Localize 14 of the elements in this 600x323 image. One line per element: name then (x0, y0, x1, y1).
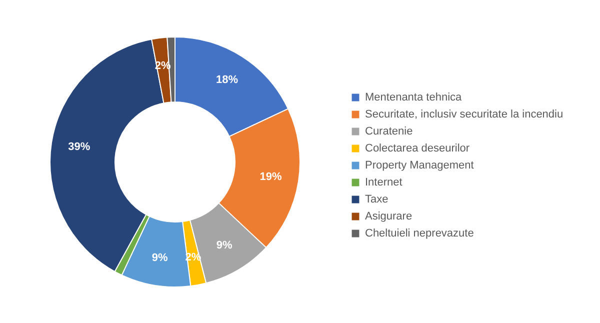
data-label: 18% (216, 74, 238, 86)
data-label: 9% (152, 252, 168, 264)
data-label: 9% (216, 239, 233, 252)
legend-label: Asigurare (365, 210, 412, 222)
legend-label: Property Management (365, 160, 474, 172)
legend-label: Colectarea deseurilor (365, 142, 470, 154)
legend-label: Cheltuieli neprevazute (365, 228, 474, 240)
legend-label: Taxe (365, 194, 388, 206)
data-label: 19% (260, 171, 282, 184)
legend-label: Internet (365, 176, 402, 188)
data-label: 39% (68, 140, 90, 153)
legend-label: Mentenanta tehnica (365, 92, 463, 104)
legend-label: Curatenie (365, 126, 413, 138)
legend-label: Securitate, inclusiv securitate la incendiu (365, 108, 564, 120)
